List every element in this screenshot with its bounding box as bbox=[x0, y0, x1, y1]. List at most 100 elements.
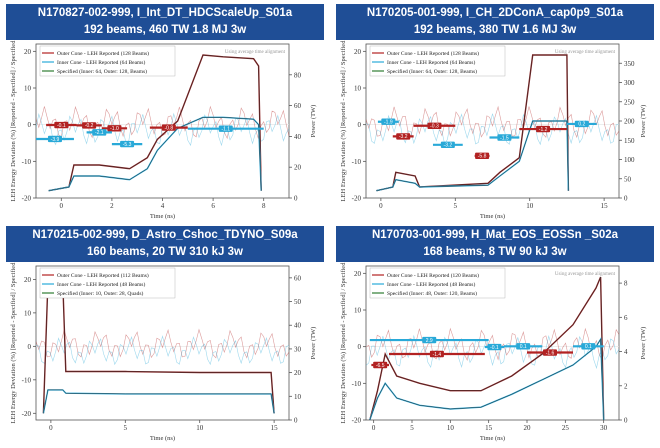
average-deviation-badge bbox=[574, 120, 589, 128]
average-deviation-label: -1.2 bbox=[539, 127, 548, 133]
average-deviation-badge bbox=[516, 343, 531, 350]
legend-entry: Outer Cone - LEH Reported (128 Beams) bbox=[387, 50, 479, 57]
average-deviation-label: -0.1 bbox=[490, 345, 499, 351]
average-deviation-label: -0.8 bbox=[165, 125, 174, 131]
average-deviation-badge bbox=[543, 349, 557, 356]
x-tick-label: 5 bbox=[454, 202, 458, 210]
plot-frame bbox=[35, 265, 290, 421]
chart-title: N170827-002-999, I_Int_DT_HDCScaleUp_S01… bbox=[37, 7, 293, 19]
x-axis-label: Time (ns) bbox=[480, 213, 505, 220]
y2-axis-label: Power (TW) bbox=[310, 327, 317, 360]
plot-frame bbox=[365, 265, 620, 421]
average-deviation-badge bbox=[422, 336, 437, 344]
y2-tick-label: 4 bbox=[624, 348, 628, 356]
legend-entry: Outer Cone - LEH Reported (112 Beams) bbox=[57, 272, 149, 279]
x-tick-label: 2 bbox=[110, 202, 114, 210]
average-deviation-label: -6.5 bbox=[376, 363, 385, 369]
legend-entry: Inner Cone - LEH Reported (64 Beams) bbox=[57, 59, 145, 66]
x-tick-label: 8 bbox=[262, 202, 266, 210]
x-tick-label: 10 bbox=[526, 202, 534, 210]
y-tick-label: -10 bbox=[22, 158, 32, 166]
inner-power-curve-specified bbox=[43, 389, 275, 414]
legend-box bbox=[369, 267, 506, 299]
y-axis-label: LEH Energy Deviation (%) [Reported - Spe… bbox=[340, 40, 347, 202]
legend-entry: Specified (Inner: 64, Outer: 128, Beams) bbox=[57, 68, 147, 75]
y-tick-label: 0 bbox=[28, 343, 32, 351]
y2-tick-label: 0 bbox=[294, 195, 298, 203]
inner-deviation-trace bbox=[366, 334, 619, 370]
y-tick-label: 20 bbox=[24, 276, 32, 284]
chart-title: N170215-002-999, D_Astro_Cshoc_TDYNO_S09… bbox=[32, 229, 298, 241]
y2-tick-label: 100 bbox=[624, 156, 635, 164]
x-tick-label: 15 bbox=[271, 424, 279, 432]
x-tick-label: 5 bbox=[124, 424, 128, 432]
legend-box bbox=[39, 45, 176, 77]
y2-tick-label: 80 bbox=[294, 71, 302, 79]
alignment-note: Using average time alignment bbox=[225, 50, 286, 55]
average-deviation-badge bbox=[218, 125, 233, 132]
y2-tick-label: 10 bbox=[294, 393, 302, 401]
chart-svg: 0 2 4 6 8 -20 -10 0 10 20 0 20 40 60 80 Time (ns) LEH En… bbox=[10, 40, 317, 220]
alignment-note: Using average time alignment bbox=[555, 50, 616, 55]
average-deviation-badge bbox=[107, 125, 122, 132]
y2-tick-label: 50 bbox=[624, 175, 632, 183]
chart-title-block: N170827-002-999, I_Int_DT_HDCScaleUp_S01… bbox=[6, 4, 324, 40]
inner-deviation-trace bbox=[36, 335, 289, 366]
chart-title: N170205-001-999, I_CH_2DConA_cap0p9_S01a bbox=[366, 7, 624, 19]
average-deviation-badge bbox=[82, 122, 97, 129]
y-axis-label: LEH Energy Deviation (%) [Reported - Spe… bbox=[340, 262, 347, 424]
outer-power-curve-specified bbox=[376, 54, 569, 191]
x-tick-label: 20 bbox=[524, 424, 532, 432]
y-tick-label: 10 bbox=[24, 85, 32, 93]
average-deviation-label: -1.9 bbox=[384, 120, 393, 126]
x-tick-label: 15 bbox=[601, 202, 609, 210]
average-deviation-label: -0.1 bbox=[57, 123, 66, 129]
average-deviation-label: -0.3 bbox=[430, 124, 439, 130]
y-tick-label: 0 bbox=[28, 121, 32, 129]
average-deviation-label: -1.0 bbox=[110, 126, 119, 132]
average-deviation-label: -1.6 bbox=[546, 350, 555, 356]
x-tick-label: 10 bbox=[196, 424, 204, 432]
chart-subtitle: 192 beams, 380 TW 1.6 MJ 3w bbox=[413, 24, 577, 36]
chart-svg: 0 5 10 15 20 25 30 -20 -10 0 10 20 0 2 4 6 8 Time (ns) LEH… bbox=[340, 262, 647, 442]
average-deviation-label: -3.2 bbox=[444, 143, 453, 149]
average-deviation-label: -3.9 bbox=[51, 137, 60, 143]
average-deviation-badge bbox=[396, 133, 411, 140]
average-deviation-badge bbox=[92, 129, 107, 136]
y2-tick-label: 8 bbox=[624, 280, 628, 288]
average-deviation-badge bbox=[440, 141, 455, 149]
average-deviation-badge bbox=[161, 124, 176, 131]
y-tick-label: 10 bbox=[354, 85, 362, 93]
average-deviation-badge bbox=[54, 121, 69, 129]
y2-tick-label: 40 bbox=[294, 322, 302, 330]
average-deviation-label: -1.5 bbox=[500, 135, 509, 141]
average-deviation-badge bbox=[381, 118, 396, 125]
y2-tick-label: 60 bbox=[294, 102, 302, 110]
y-tick-label: -20 bbox=[22, 195, 32, 203]
average-deviation-badge bbox=[497, 134, 512, 141]
chart-title: N170703-001-999, H_Mat_EOS_EOSSn _S02a bbox=[371, 229, 619, 241]
legend-entry: Outer Cone - LEH Reported (120 Beams) bbox=[387, 272, 479, 279]
y2-tick-label: 20 bbox=[294, 164, 302, 172]
average-deviation-badge bbox=[373, 361, 388, 369]
legend-entry: Specified (Inner: 10, Outer: 28, Quads) bbox=[57, 290, 143, 297]
legend-entry: Outer Cone - LEH Reported (128 Beams) bbox=[57, 50, 149, 57]
y-tick-label: 20 bbox=[354, 48, 362, 56]
average-deviation-label: 2.9 bbox=[426, 338, 433, 344]
chart-panel-2: N170205-001-999, I_CH_2DConA_cap0p9_S01a… bbox=[336, 4, 654, 222]
legend-entry: Inner Cone - LEH Reported (48 Beams) bbox=[57, 281, 145, 288]
legend-entry: Inner Cone - LEH Reported (64 Beams) bbox=[387, 59, 475, 66]
legend-box bbox=[369, 45, 506, 77]
chart-title-block: N170215-002-999, D_Astro_Cshoc_TDYNO_S09… bbox=[6, 226, 324, 262]
chart-subtitle: 168 beams, 8 TW 90 kJ 3w bbox=[423, 246, 567, 258]
y-axis-label: LEH Energy Deviation (%) [Reported - Spe… bbox=[10, 40, 17, 202]
y2-tick-label: 200 bbox=[624, 118, 635, 126]
y2-tick-label: 350 bbox=[624, 60, 635, 68]
y2-tick-label: 60 bbox=[294, 274, 302, 282]
average-deviation-badge bbox=[427, 122, 442, 129]
chart-svg: 0 5 10 15-20-1001020050100150200250300350Ti… bbox=[340, 40, 647, 220]
chart-panel-3: N170215-002-999, D_Astro_Cshoc_TDYNO_S09… bbox=[6, 226, 324, 444]
y2-tick-label: 0 bbox=[624, 195, 628, 203]
chart-title-block: N170205-001-999, I_CH_2DConA_cap0p9_S01a… bbox=[336, 4, 654, 40]
x-tick-label: 15 bbox=[485, 424, 493, 432]
